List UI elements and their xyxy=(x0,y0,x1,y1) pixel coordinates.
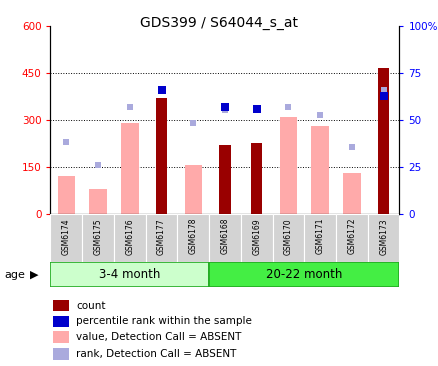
Bar xyxy=(53,348,69,360)
Bar xyxy=(57,176,75,214)
Text: GSM6173: GSM6173 xyxy=(378,218,387,254)
Bar xyxy=(335,214,367,262)
Bar xyxy=(53,315,69,327)
Text: GSM6169: GSM6169 xyxy=(252,218,261,254)
Bar xyxy=(208,214,240,262)
Text: GDS399 / S64044_s_at: GDS399 / S64044_s_at xyxy=(140,16,298,30)
Bar xyxy=(279,117,297,214)
Text: 3-4 month: 3-4 month xyxy=(99,268,160,281)
Bar xyxy=(367,214,399,262)
Text: percentile rank within the sample: percentile rank within the sample xyxy=(76,316,252,326)
Bar xyxy=(50,262,208,287)
Bar xyxy=(184,165,201,214)
Bar xyxy=(50,214,82,262)
Text: ▶: ▶ xyxy=(30,269,38,280)
Text: age: age xyxy=(4,269,25,280)
Text: GSM6172: GSM6172 xyxy=(346,218,356,254)
Text: GSM6178: GSM6178 xyxy=(188,218,197,254)
Text: count: count xyxy=(76,300,106,311)
Bar xyxy=(304,214,335,262)
Bar xyxy=(177,214,208,262)
Bar xyxy=(89,189,106,214)
Bar xyxy=(219,145,230,214)
Text: GSM6175: GSM6175 xyxy=(93,218,102,254)
Bar xyxy=(82,214,114,262)
Bar xyxy=(114,214,145,262)
Text: GSM6174: GSM6174 xyxy=(62,218,71,254)
Text: value, Detection Call = ABSENT: value, Detection Call = ABSENT xyxy=(76,332,241,342)
Bar xyxy=(53,300,69,311)
Text: GSM6171: GSM6171 xyxy=(315,218,324,254)
Text: GSM6170: GSM6170 xyxy=(283,218,292,254)
Bar xyxy=(208,262,399,287)
Bar xyxy=(240,214,272,262)
Bar xyxy=(53,331,69,343)
Bar xyxy=(155,98,167,214)
Bar xyxy=(145,214,177,262)
Text: 20-22 month: 20-22 month xyxy=(265,268,342,281)
Text: GSM6168: GSM6168 xyxy=(220,218,229,254)
Bar xyxy=(272,214,304,262)
Bar xyxy=(121,123,138,214)
Text: GSM6176: GSM6176 xyxy=(125,218,134,254)
Bar xyxy=(377,68,389,214)
Text: rank, Detection Call = ABSENT: rank, Detection Call = ABSENT xyxy=(76,349,237,359)
Text: GSM6177: GSM6177 xyxy=(157,218,166,254)
Bar xyxy=(251,143,261,214)
Bar xyxy=(311,126,328,214)
Bar xyxy=(343,173,360,214)
